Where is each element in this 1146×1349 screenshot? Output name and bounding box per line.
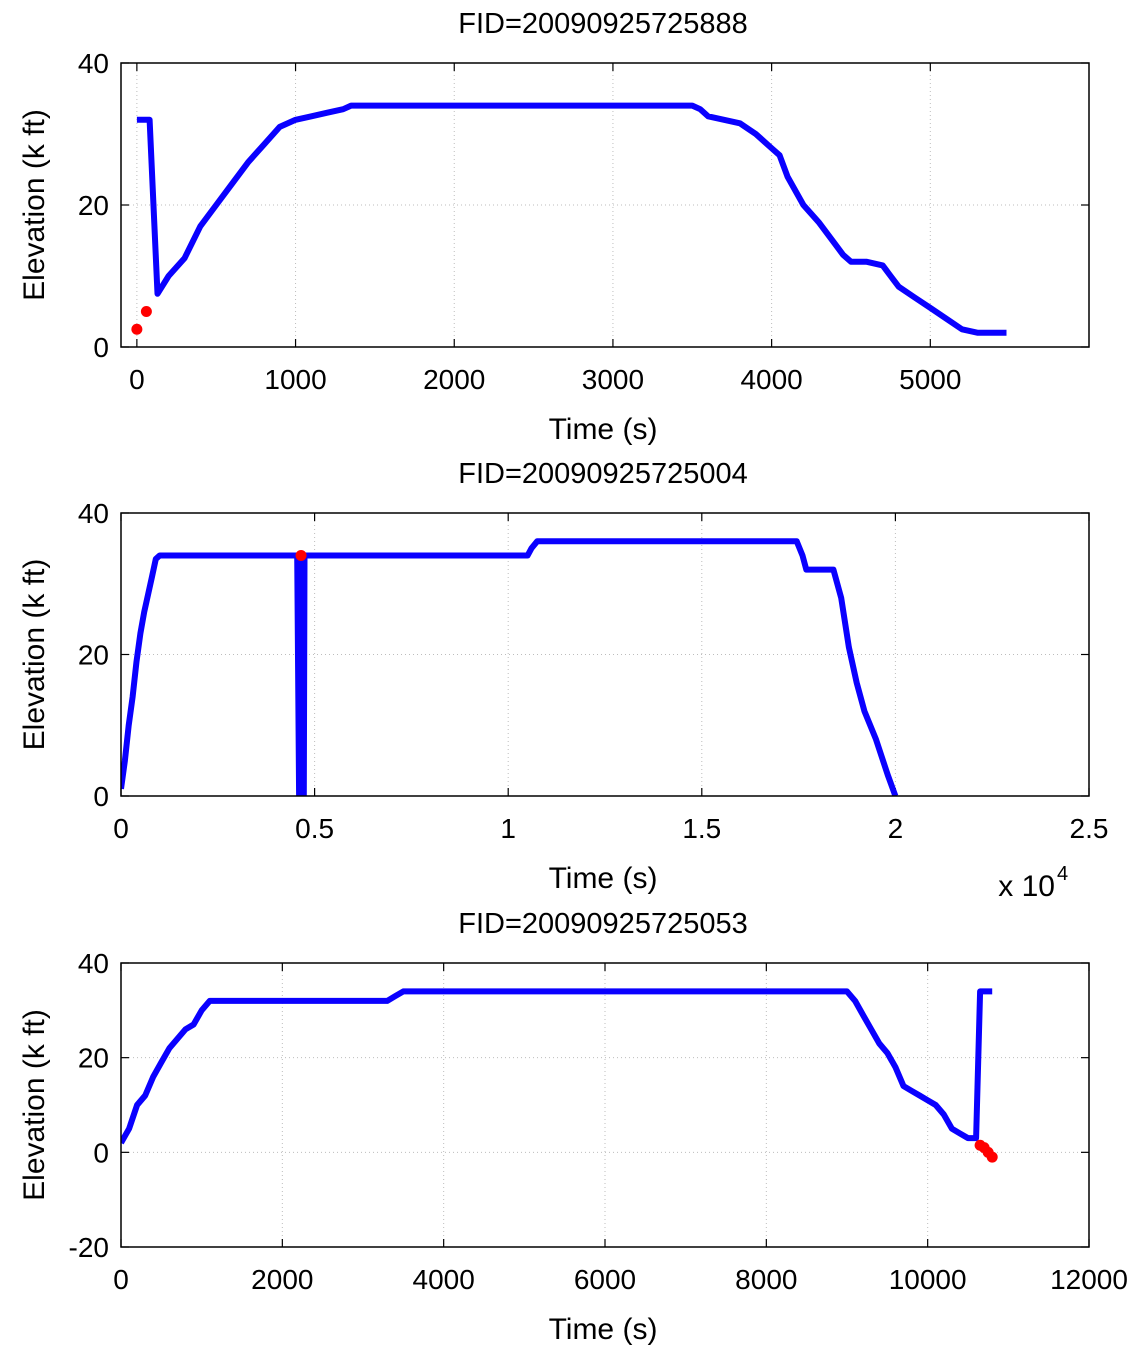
y-axis-label: Elevation (k ft): [18, 1009, 51, 1201]
data-point-marker: [295, 549, 307, 561]
y-tick-label: -20: [69, 1232, 109, 1263]
y-tick-label: 40: [78, 48, 109, 79]
chart-panel-2: 0 0.5 1 1.5 2 2.5 0 20 40 FID=20090925725004 Time …: [18, 458, 1108, 903]
y-tick-label: 0: [93, 1137, 109, 1168]
axes-frame: [120, 62, 1090, 348]
chart-title: FID=20090925725053: [458, 908, 747, 940]
x-axis-label: Time (s): [549, 1313, 658, 1346]
series-line-1: [121, 988, 993, 1145]
x-tick-label: 2000: [251, 1264, 313, 1295]
x-tick-label: 12000: [1050, 1264, 1128, 1295]
x-tick-label: 6000: [574, 1264, 636, 1295]
y-tick-label: 0: [93, 781, 109, 812]
x-tick-label: 2000: [423, 364, 485, 395]
data-point-marker: [986, 1151, 998, 1163]
data-point-marker: [140, 306, 152, 317]
x-tick-label: 2: [888, 813, 904, 844]
x-tick-label: 0: [129, 364, 145, 395]
x-tick-label: 10000: [889, 1264, 967, 1295]
y-tick-label: 20: [78, 1043, 109, 1074]
x-axis-multiplier: x 10: [998, 870, 1055, 903]
x-axis-multiplier-exponent: 4: [1057, 863, 1068, 885]
chart-panel-1: 0 1000 2000 3000 4000 5000 0 20 40 FID=2009092572…: [18, 8, 1090, 446]
y-axis-label: Elevation (k ft): [18, 559, 51, 751]
x-tick-label: 8000: [735, 1264, 797, 1295]
x-tick-label: 5000: [899, 364, 961, 395]
x-tick-label: 3000: [582, 364, 644, 395]
axes-frame: [120, 512, 1090, 797]
series-line-1: [121, 538, 899, 796]
y-tick-label: 0: [93, 332, 109, 363]
data-point-marker: [131, 323, 143, 335]
axes-frame: [120, 962, 1090, 1248]
chart-title: FID=20090925725004: [458, 458, 747, 490]
series-line-1: [136, 102, 1007, 336]
y-tick-label: 20: [78, 190, 109, 221]
x-tick-label: 1.5: [682, 813, 721, 844]
x-tick-label: 1000: [264, 364, 326, 395]
x-tick-label: 0: [113, 1264, 129, 1295]
x-axis-label: Time (s): [549, 413, 658, 446]
x-tick-label: 0.5: [295, 813, 334, 844]
y-tick-label: 40: [78, 498, 109, 529]
y-axis-label: Elevation (k ft): [18, 109, 51, 301]
chart-panel-3: 0 2000 4000 6000 8000 10000 12000-2002040FID=2…: [18, 908, 1128, 1346]
chart-title: FID=20090925725888: [458, 8, 747, 40]
x-tick-label: 4000: [740, 364, 802, 395]
y-tick-label: 20: [78, 640, 109, 671]
x-tick-label: 0: [113, 813, 129, 844]
y-tick-label: 40: [78, 948, 109, 979]
x-tick-label: 1: [500, 813, 516, 844]
x-tick-label: 2.5: [1070, 813, 1109, 844]
x-tick-label: 4000: [413, 1264, 475, 1295]
x-axis-label: Time (s): [549, 862, 658, 895]
